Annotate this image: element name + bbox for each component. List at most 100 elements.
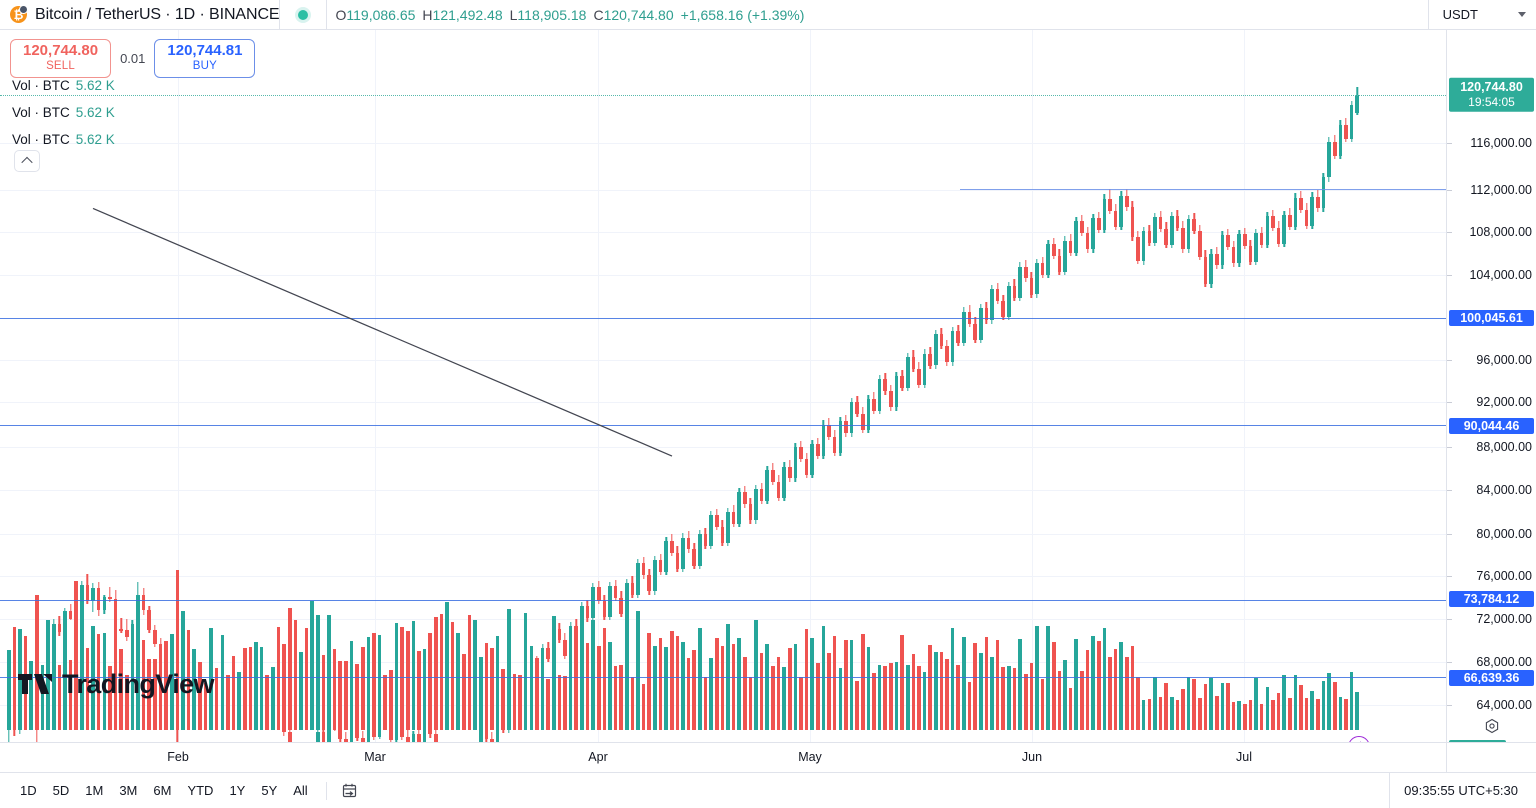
volume-bar (102, 633, 107, 730)
symbol-info[interactable]: ₿ Bitcoin / TetherUS · 1D · BINANCE (0, 5, 280, 24)
range-button-ytd[interactable]: YTD (187, 783, 214, 798)
horizontal-price-line[interactable] (0, 600, 1446, 602)
symbol-title[interactable]: Bitcoin / TetherUS · 1D · BINANCE (35, 5, 280, 23)
candlestick (602, 594, 607, 621)
volume-bar (1214, 696, 1219, 730)
volume-bar (1265, 686, 1270, 730)
horizontal-price-line[interactable] (0, 317, 1446, 319)
price-axis-tick (1447, 662, 1452, 663)
candle-body (68, 610, 73, 620)
volume-bar (990, 656, 994, 730)
sell-button[interactable]: 120,744.80 SELL (10, 39, 112, 78)
volume-bar (568, 631, 573, 730)
candle-body (889, 391, 893, 408)
gridline (0, 576, 1446, 577)
collapse-legend-button[interactable] (14, 150, 40, 172)
time-axis[interactable]: Feb Mar Apr May Jun Jul (0, 742, 1536, 773)
legend-item[interactable]: Vol · BTC 5.62 K (12, 78, 115, 93)
volume-bar (973, 643, 977, 730)
price-axis[interactable]: 116,000.00 112,000.00 108,000.00 104,000.00… (1446, 30, 1536, 763)
candlestick (950, 326, 955, 366)
chart-pane[interactable]: 120,744.80 SELL 0.01 120,744.81 BUY Vol … (0, 30, 1446, 742)
candle-body (804, 459, 809, 476)
horizontal-price-line[interactable] (0, 677, 1446, 679)
candle-body (102, 596, 107, 610)
legend-item[interactable]: Vol · BTC 5.62 K (12, 105, 115, 120)
range-button-1m[interactable]: 1M (85, 783, 104, 798)
candle-body (1158, 217, 1163, 229)
volume-bar (799, 676, 803, 730)
candlestick (1248, 239, 1253, 266)
candle-body (1023, 266, 1028, 279)
candlestick (124, 619, 129, 641)
clock[interactable]: 09:35:55 UTC+5:30 (1389, 772, 1524, 808)
candle-body (934, 334, 938, 366)
volume-bar (411, 620, 416, 730)
horizontal-price-line[interactable] (960, 189, 1446, 191)
candlestick (827, 418, 831, 440)
volume-bar (192, 649, 196, 730)
volume-bar (507, 609, 511, 730)
volume-bar (181, 611, 185, 730)
candle-body (1321, 177, 1326, 209)
candle-body (810, 444, 815, 476)
price-level-badge[interactable]: 100,045.61 (1449, 310, 1534, 326)
candle-body (872, 398, 876, 411)
legend-item[interactable]: Vol · BTC 5.62 K (12, 132, 115, 147)
range-button-5d[interactable]: 5D (52, 783, 70, 798)
candle-body (147, 609, 152, 631)
candle-body (664, 540, 668, 573)
range-button-1d[interactable]: 1D (20, 783, 37, 798)
chart-body: 120,744.80 SELL 0.01 120,744.81 BUY Vol … (0, 30, 1536, 763)
volume-bar (787, 648, 792, 730)
volume-bar (866, 647, 871, 730)
volume-bar (518, 675, 522, 730)
volume-bar (439, 613, 444, 730)
candlestick (1192, 212, 1197, 235)
candlestick (1175, 209, 1180, 232)
price-level-badge[interactable]: 90,044.46 (1449, 418, 1534, 434)
candle-body (692, 549, 697, 566)
volume-bar (383, 675, 388, 730)
price-axis-label: 112,000.00 (1470, 183, 1532, 197)
go-to-date-button[interactable] (337, 780, 361, 802)
volume-bar (338, 660, 343, 730)
volume-bar (664, 646, 668, 730)
price-level-badge[interactable]: 73,784.12 (1449, 591, 1534, 607)
volume-bar (709, 658, 713, 730)
candlestick (85, 574, 90, 605)
horizontal-price-line[interactable] (0, 425, 1446, 427)
volume-bar (51, 636, 56, 730)
range-button-6m[interactable]: 6M (153, 783, 172, 798)
candle-body (669, 540, 674, 553)
candle-body (124, 630, 129, 637)
candle-body (653, 560, 657, 592)
buy-button[interactable]: 120,744.81 BUY (154, 39, 256, 78)
ohlc-values: O119,086.65 H121,492.48 L118,905.18 C120,74… (327, 7, 804, 23)
candlestick (417, 728, 421, 742)
volume-bar (580, 622, 584, 730)
price-level-badge[interactable]: 66,639.36 (1449, 670, 1534, 686)
range-button-1y[interactable]: 1Y (229, 783, 246, 798)
volume-bar (737, 637, 741, 730)
candle-body (63, 610, 67, 633)
last-price-badge[interactable]: 120,744.80 19:54:05 (1449, 77, 1534, 113)
market-status-indicator[interactable] (280, 9, 326, 20)
volume-bar (658, 637, 663, 730)
price-axis-tick (1447, 705, 1452, 706)
unit-selector[interactable]: USDT (1427, 0, 1536, 30)
price-axis-settings-button[interactable] (1482, 716, 1502, 736)
range-button-3m[interactable]: 3M (119, 783, 138, 798)
candlestick (411, 731, 416, 742)
candle-body (759, 489, 764, 502)
range-button-5y[interactable]: 5Y (261, 783, 278, 798)
candle-body (1214, 253, 1219, 266)
volume-bar (1063, 659, 1067, 730)
legend-title: Vol · BTC (12, 105, 70, 120)
range-button-all[interactable]: All (293, 783, 308, 798)
candle-body (720, 526, 725, 543)
volume-bar (984, 637, 989, 730)
volume-bar (540, 662, 545, 730)
candle-body (1299, 197, 1303, 210)
candlestick (855, 395, 859, 418)
